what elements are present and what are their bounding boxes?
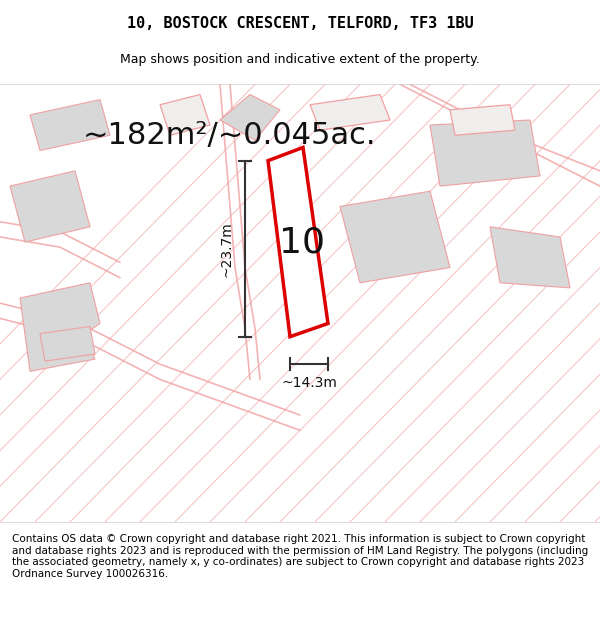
Text: ~23.7m: ~23.7m [219,221,233,277]
Polygon shape [310,94,390,130]
Polygon shape [340,191,450,282]
Polygon shape [40,326,95,361]
Polygon shape [450,105,515,135]
Text: Map shows position and indicative extent of the property.: Map shows position and indicative extent… [120,52,480,66]
Polygon shape [490,227,570,288]
Text: 10: 10 [279,225,325,259]
Polygon shape [220,94,280,141]
Polygon shape [160,94,210,135]
Polygon shape [268,148,328,337]
Polygon shape [10,171,90,242]
Text: ~182m²/~0.045ac.: ~182m²/~0.045ac. [83,121,377,150]
Text: 10, BOSTOCK CRESCENT, TELFORD, TF3 1BU: 10, BOSTOCK CRESCENT, TELFORD, TF3 1BU [127,16,473,31]
Text: Contains OS data © Crown copyright and database right 2021. This information is : Contains OS data © Crown copyright and d… [12,534,588,579]
Text: ~14.3m: ~14.3m [281,376,337,391]
Polygon shape [430,120,540,186]
Polygon shape [20,282,100,371]
Polygon shape [30,99,110,151]
